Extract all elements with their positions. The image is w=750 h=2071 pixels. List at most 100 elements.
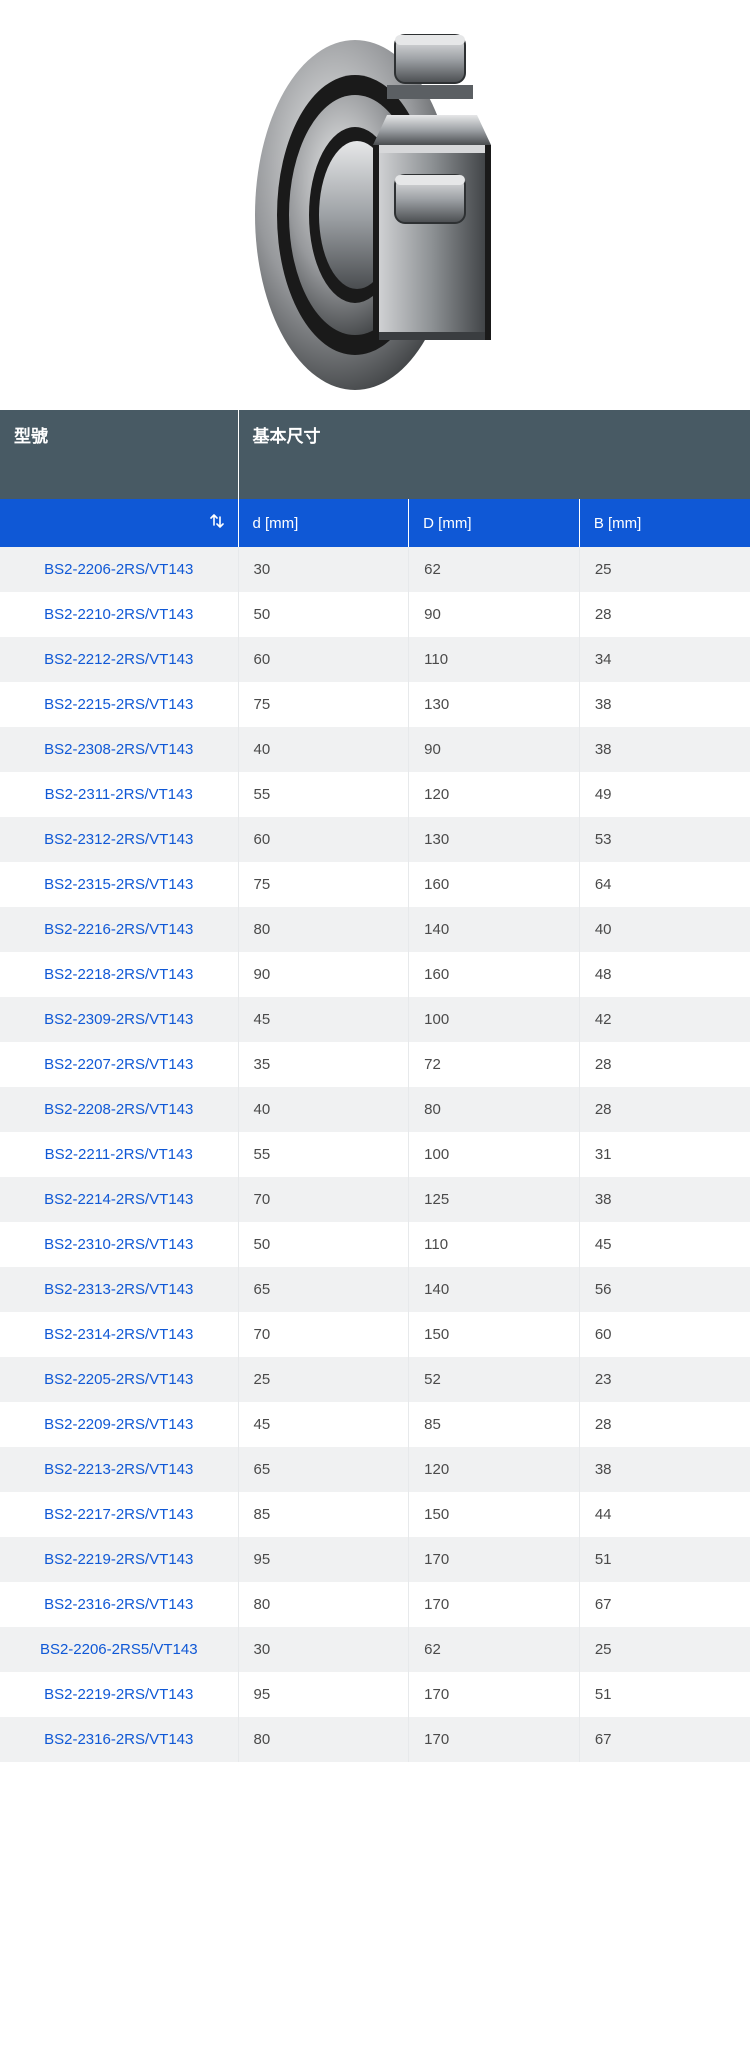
cell-designation: BS2-2215-2RS/VT143	[0, 682, 238, 727]
table-row: BS2-2211-2RS/VT1435510031	[0, 1132, 750, 1177]
cell-designation: BS2-2217-2RS/VT143	[0, 1492, 238, 1537]
product-link[interactable]: BS2-2215-2RS/VT143	[44, 696, 193, 713]
cell-designation: BS2-2316-2RS/VT143	[0, 1717, 238, 1762]
product-link[interactable]: BS2-2212-2RS/VT143	[44, 651, 193, 668]
cell-B: 64	[579, 862, 750, 907]
cell-B: 28	[579, 1402, 750, 1447]
cell-B: 23	[579, 1357, 750, 1402]
product-link[interactable]: BS2-2219-2RS/VT143	[44, 1686, 193, 1703]
cell-designation: BS2-2216-2RS/VT143	[0, 907, 238, 952]
product-link[interactable]: BS2-2216-2RS/VT143	[44, 921, 193, 938]
cell-D: 72	[409, 1042, 580, 1087]
cell-D: 130	[409, 817, 580, 862]
table-body: BS2-2206-2RS/VT143306225BS2-2210-2RS/VT1…	[0, 547, 750, 1762]
cell-D: 80	[409, 1087, 580, 1132]
cell-designation: BS2-2219-2RS/VT143	[0, 1537, 238, 1582]
product-link[interactable]: BS2-2218-2RS/VT143	[44, 966, 193, 983]
cell-designation: BS2-2316-2RS/VT143	[0, 1582, 238, 1627]
product-link[interactable]: BS2-2314-2RS/VT143	[44, 1326, 193, 1343]
product-link[interactable]: BS2-2210-2RS/VT143	[44, 606, 193, 623]
cell-d: 25	[238, 1357, 409, 1402]
cell-B: 38	[579, 1177, 750, 1222]
cell-d: 55	[238, 1132, 409, 1177]
cell-designation: BS2-2209-2RS/VT143	[0, 1402, 238, 1447]
table-row: BS2-2213-2RS/VT1436512038	[0, 1447, 750, 1492]
product-link[interactable]: BS2-2316-2RS/VT143	[44, 1731, 193, 1748]
cell-designation: BS2-2218-2RS/VT143	[0, 952, 238, 997]
table-row: BS2-2316-2RS/VT1438017067	[0, 1582, 750, 1627]
cell-designation: BS2-2311-2RS/VT143	[0, 772, 238, 817]
cell-designation: BS2-2207-2RS/VT143	[0, 1042, 238, 1087]
column-d[interactable]: d [mm]	[238, 499, 409, 547]
cell-d: 40	[238, 727, 409, 772]
table-row: BS2-2209-2RS/VT143 458528	[0, 1402, 750, 1447]
column-B[interactable]: B [mm]	[579, 499, 750, 547]
product-link[interactable]: BS2-2312-2RS/VT143	[44, 831, 193, 848]
table-spacer-row	[0, 459, 750, 499]
cell-d: 70	[238, 1312, 409, 1357]
product-link[interactable]: BS2-2311-2RS/VT143	[45, 786, 193, 803]
table-row: BS2-2316-2RS/VT1438017067	[0, 1717, 750, 1762]
table-row: BS2-2206-2RS5/VT143306225	[0, 1627, 750, 1672]
cell-designation: BS2-2308-2RS/VT143	[0, 727, 238, 772]
product-link[interactable]: BS2-2313-2RS/VT143	[44, 1281, 193, 1298]
cell-B: 38	[579, 727, 750, 772]
cell-d: 55	[238, 772, 409, 817]
cell-B: 51	[579, 1672, 750, 1717]
product-link[interactable]: BS2-2209-2RS/VT143	[44, 1416, 193, 1433]
cell-d: 60	[238, 637, 409, 682]
cell-D: 85	[409, 1402, 580, 1447]
cell-d: 45	[238, 997, 409, 1042]
cell-D: 150	[409, 1492, 580, 1537]
cell-d: 40	[238, 1087, 409, 1132]
cell-designation: BS2-2315-2RS/VT143	[0, 862, 238, 907]
product-link[interactable]: BS2-2206-2RS/VT143	[44, 561, 193, 578]
cell-D: 90	[409, 592, 580, 637]
table-row: BS2-2313-2RS/VT1436514056	[0, 1267, 750, 1312]
product-link[interactable]: BS2-2316-2RS/VT143	[44, 1596, 193, 1613]
table-row: BS2-2217-2RS/VT1438515044	[0, 1492, 750, 1537]
cell-B: 28	[579, 1087, 750, 1132]
product-link[interactable]: BS2-2217-2RS/VT143	[44, 1506, 193, 1523]
cell-D: 100	[409, 997, 580, 1042]
table-row: BS2-2219-2RS/VT143 9517051	[0, 1672, 750, 1717]
cell-D: 140	[409, 1267, 580, 1312]
cell-B: 40	[579, 907, 750, 952]
cell-d: 75	[238, 682, 409, 727]
product-link[interactable]: BS2-2309-2RS/VT143	[44, 1011, 193, 1028]
cell-d: 50	[238, 1222, 409, 1267]
table-row: BS2-2210-2RS/VT143509028	[0, 592, 750, 637]
table-row: BS2-2309-2RS/VT1434510042	[0, 997, 750, 1042]
cell-d: 50	[238, 592, 409, 637]
product-link[interactable]: BS2-2207-2RS/VT143	[44, 1056, 193, 1073]
cell-d: 80	[238, 1717, 409, 1762]
cell-d: 65	[238, 1447, 409, 1492]
cell-designation: BS2-2313-2RS/VT143	[0, 1267, 238, 1312]
product-image	[0, 0, 750, 410]
product-link[interactable]: BS2-2213-2RS/VT143	[44, 1461, 193, 1478]
product-link[interactable]: BS2-2219-2RS/VT143	[44, 1551, 193, 1568]
cell-B: 48	[579, 952, 750, 997]
column-sort[interactable]	[0, 499, 238, 547]
column-D[interactable]: D [mm]	[409, 499, 580, 547]
product-link[interactable]: BS2-2315-2RS/VT143	[44, 876, 193, 893]
cell-d: 80	[238, 1582, 409, 1627]
product-link[interactable]: BS2-2206-2RS5/VT143	[40, 1641, 198, 1658]
cell-d: 65	[238, 1267, 409, 1312]
product-link[interactable]: BS2-2310-2RS/VT143	[44, 1236, 193, 1253]
product-link[interactable]: BS2-2205-2RS/VT143	[44, 1371, 193, 1388]
product-link[interactable]: BS2-2208-2RS/VT143	[44, 1101, 193, 1118]
cell-d: 95	[238, 1672, 409, 1717]
product-link[interactable]: BS2-2211-2RS/VT143	[45, 1146, 193, 1163]
cell-d: 30	[238, 1627, 409, 1672]
table-row: BS2-2216-2RS/VT1438014040	[0, 907, 750, 952]
product-link[interactable]: BS2-2214-2RS/VT143	[44, 1191, 193, 1208]
cell-B: 67	[579, 1582, 750, 1627]
cell-d: 90	[238, 952, 409, 997]
cell-designation: BS2-2312-2RS/VT143	[0, 817, 238, 862]
cell-D: 120	[409, 1447, 580, 1492]
table-row: BS2-2205-2RS/VT143255223	[0, 1357, 750, 1402]
product-link[interactable]: BS2-2308-2RS/VT143	[44, 741, 193, 758]
cell-d: 45	[238, 1402, 409, 1447]
cell-D: 170	[409, 1672, 580, 1717]
